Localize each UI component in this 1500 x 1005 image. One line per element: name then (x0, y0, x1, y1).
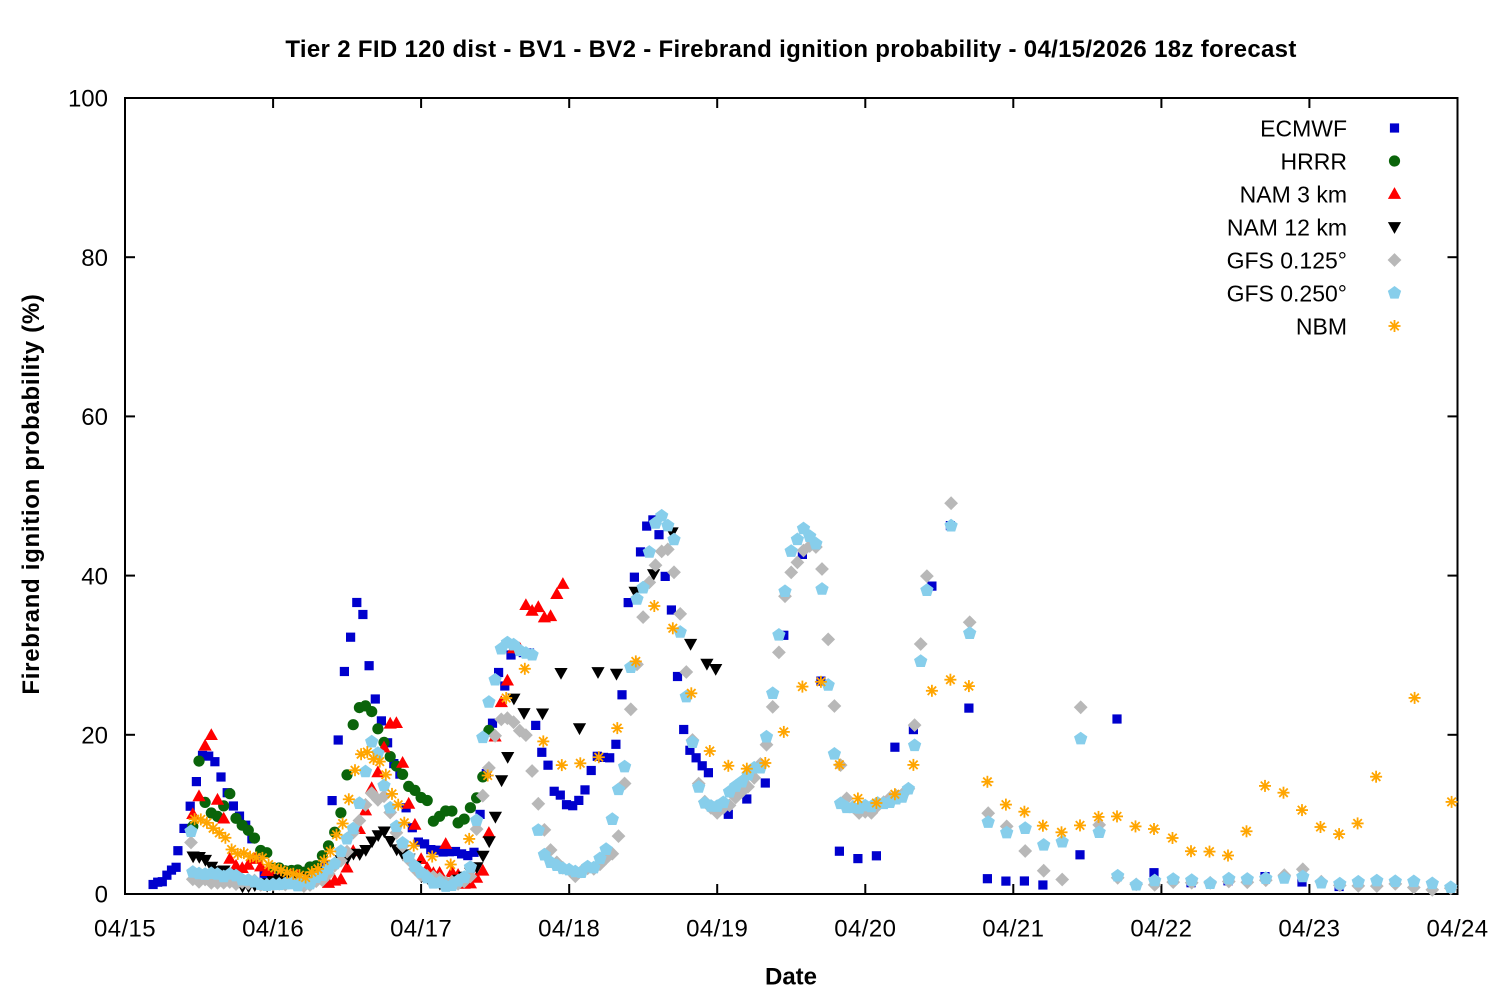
svg-text:ECMWF: ECMWF (1260, 115, 1347, 141)
svg-text:NBM: NBM (1296, 313, 1347, 339)
svg-text:04/17: 04/17 (390, 915, 452, 942)
svg-text:GFS 0.250°: GFS 0.250° (1227, 280, 1347, 306)
svg-text:GFS 0.125°: GFS 0.125° (1227, 247, 1347, 273)
svg-text:04/19: 04/19 (686, 915, 748, 942)
svg-text:Date: Date (765, 964, 817, 991)
svg-text:04/16: 04/16 (242, 915, 304, 942)
svg-text:04/23: 04/23 (1278, 915, 1340, 942)
svg-text:04/22: 04/22 (1130, 915, 1192, 942)
svg-text:NAM 3 km: NAM 3 km (1240, 181, 1347, 207)
svg-text:40: 40 (81, 563, 108, 590)
svg-text:04/20: 04/20 (834, 915, 896, 942)
svg-text:100: 100 (68, 86, 108, 113)
svg-text:04/18: 04/18 (538, 915, 600, 942)
svg-text:04/24: 04/24 (1426, 915, 1488, 942)
svg-text:HRRR: HRRR (1281, 148, 1347, 174)
svg-text:20: 20 (81, 723, 108, 750)
svg-text:04/15: 04/15 (94, 915, 156, 942)
svg-text:0: 0 (95, 882, 108, 909)
svg-text:60: 60 (81, 404, 108, 431)
svg-text:80: 80 (81, 245, 108, 272)
svg-text:Firebrand ignition probability: Firebrand ignition probability (%) (18, 293, 45, 694)
svg-text:04/21: 04/21 (982, 915, 1044, 942)
svg-text:NAM 12 km: NAM 12 km (1227, 214, 1347, 240)
svg-text:Tier 2 FID 120 dist - BV1 - BV: Tier 2 FID 120 dist - BV1 - BV2 - Firebr… (285, 36, 1296, 63)
